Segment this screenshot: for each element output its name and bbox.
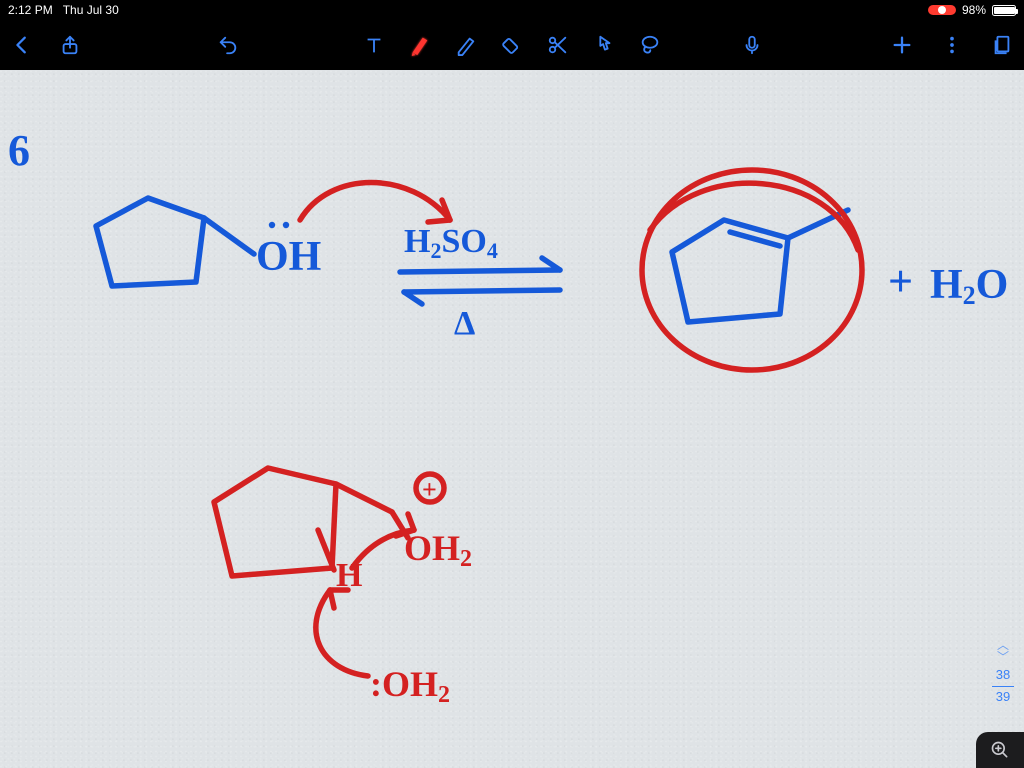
battery-icon [992, 5, 1016, 16]
product-structure [672, 210, 848, 322]
battery-fill [994, 7, 1015, 14]
mechanism-intermediate [214, 468, 408, 576]
status-date: Thu Jul 30 [63, 3, 119, 17]
zoom-tab[interactable] [976, 732, 1024, 768]
share-icon[interactable] [58, 33, 82, 57]
label-h2o: H2O [930, 262, 1008, 310]
label-h2so4: H2SO4 [404, 223, 498, 263]
label-oh2-water: :OH2 [370, 664, 450, 708]
label-delta: Δ [454, 305, 475, 342]
lone-pair-dot [269, 222, 275, 228]
screen-recording-pill[interactable] [928, 5, 956, 15]
scissors-tool-icon[interactable] [546, 33, 570, 57]
equilibrium-arrows [400, 258, 560, 304]
pointer-tool-icon[interactable] [592, 33, 616, 57]
zoom-in-icon [990, 740, 1010, 760]
eraser-tool-icon[interactable] [500, 33, 524, 57]
label-6: 6 [8, 126, 30, 175]
text-tool-icon[interactable] [362, 33, 386, 57]
page-divider [992, 686, 1014, 687]
status-time: 2:12 PM [8, 3, 53, 17]
add-icon[interactable] [890, 33, 914, 57]
label-plus: + [888, 257, 913, 306]
status-bar: 2:12 PM Thu Jul 30 98% [0, 0, 1024, 20]
app-toolbar [0, 20, 1024, 70]
highlighter-tool-icon[interactable] [454, 33, 478, 57]
lasso-tool-icon[interactable] [638, 33, 662, 57]
reactant-structure [96, 198, 254, 286]
tool-palette [362, 33, 662, 57]
mech-arrow-water-head2 [330, 590, 334, 608]
drawing-svg: .blue { stroke:#1559d9; stroke-width:5.5… [0, 70, 1024, 768]
label-oh2plus: OH2 [404, 528, 472, 572]
microphone-icon[interactable] [740, 33, 764, 57]
undo-icon[interactable] [216, 33, 240, 57]
more-icon[interactable] [940, 33, 964, 57]
back-icon[interactable] [10, 33, 34, 57]
drawing-canvas[interactable]: .blue { stroke:#1559d9; stroke-width:5.5… [0, 70, 1024, 768]
battery-percent: 98% [962, 3, 986, 17]
page-current: 38 [996, 667, 1010, 682]
label-oh: OH [256, 234, 321, 280]
page-total: 39 [996, 689, 1010, 704]
record-icon [938, 6, 946, 14]
chevron-down-icon[interactable]: ﹀ [992, 651, 1014, 663]
mechanism-arrow-top [300, 183, 450, 223]
mech-arrow-water [316, 590, 368, 676]
pages-icon[interactable] [990, 33, 1014, 57]
pen-tool-icon[interactable] [408, 33, 432, 57]
page-indicator[interactable]: ︿ ﹀ 38 39 [992, 639, 1014, 706]
lone-pair-dot [283, 222, 289, 228]
label-circle-plus: + [422, 475, 437, 504]
